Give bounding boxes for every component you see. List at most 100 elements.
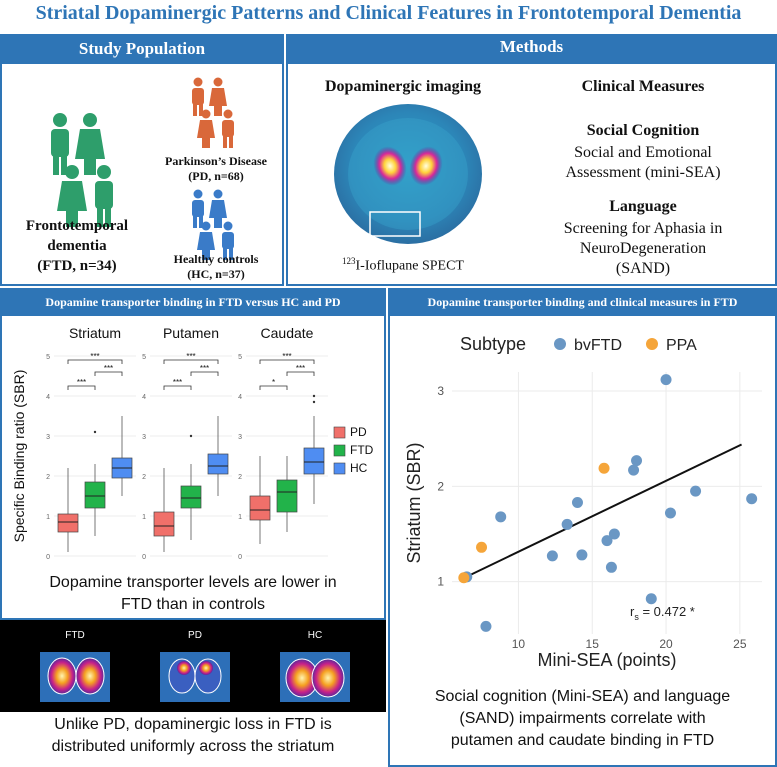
sig-label: *** (173, 378, 182, 387)
scatter-legend-title: Subtype (460, 334, 526, 354)
legend-swatch-hc (333, 462, 346, 475)
ftd-label-2: dementia (47, 238, 107, 254)
y-tick-label: 2 (437, 479, 444, 493)
scatter-point-bvftd (571, 497, 583, 509)
y-tick-label: 4 (46, 394, 50, 401)
ftd-people-icon (51, 113, 113, 227)
box-hc (303, 447, 325, 475)
y-tick-label: 2 (238, 474, 242, 481)
strip-spect-images (40, 652, 350, 702)
y-tick-label: 0 (46, 554, 50, 561)
page-title: Striatal Dopaminergic Patterns and Clini… (35, 2, 742, 24)
scatter-point-bvftd (576, 549, 588, 561)
spect-text: I-Ioflupane SPECT (355, 258, 464, 274)
methods-panel: Dopaminergic imaging 123I-Ioflupane SPEC… (286, 62, 777, 286)
sig-label: * (272, 378, 275, 387)
scatter-point-bvftd (605, 561, 617, 573)
legend-label-pd: PD (350, 425, 367, 439)
study-population-header: Study Population (0, 34, 284, 64)
sig-label: *** (186, 352, 195, 361)
boxplot-chart: Specific Binding ratio (SBR) Striatum 0 1 2 3… (11, 325, 374, 561)
sig-label: *** (104, 364, 113, 373)
outlier-point (312, 394, 316, 398)
legend-swatch-pd (333, 426, 346, 439)
sig-label: *** (77, 378, 86, 387)
box-ftd (84, 481, 106, 509)
sig-label: *** (200, 364, 209, 373)
left-caption-2: FTD than in controls (120, 596, 266, 613)
spect-comparison-strip: FTD PD HC (0, 620, 386, 712)
right-panel-header: Dopamine transporter binding and clinica… (388, 288, 777, 316)
scatter-ylabel: Striatum (SBR) (404, 442, 424, 563)
sig-bracket (67, 359, 123, 364)
spect-brain-image (334, 104, 482, 244)
ftd-label-3: (FTD, n=34) (37, 258, 117, 274)
outlier-point (189, 434, 193, 438)
sig-bracket (259, 359, 315, 364)
language-line-3: (SAND) (615, 260, 671, 277)
scatter-point-bvftd (645, 593, 657, 605)
legend-label-bvftd: bvFTD (574, 337, 622, 354)
box-pd (153, 511, 175, 537)
strip-label-ftd: FTD (65, 630, 85, 641)
social-cognition-title: Social Cognition (586, 122, 700, 139)
study-population-panel: Parkinson’s Disease (PD, n=68) Healthy c… (0, 62, 284, 286)
legend-label-ftd: FTD (350, 443, 374, 457)
left-panel: Specific Binding ratio (SBR) Striatum 0 1 2 3… (0, 314, 386, 620)
outlier-point (93, 430, 97, 434)
right-panel: Subtype bvFTD PPA 10 15 20 25 1 2 3 Mini-SEA (poin… (388, 314, 777, 767)
sig-bracket (286, 371, 315, 376)
right-caption-1: Social cognition (Mini-SEA) and language (434, 688, 731, 705)
y-tick-label: 0 (142, 554, 146, 561)
box-ftd (180, 485, 202, 509)
scatter-point-ppa (598, 462, 610, 474)
box-ftd (276, 479, 298, 513)
y-tick-label: 1 (238, 514, 242, 521)
sig-bracket (259, 385, 288, 390)
legend-label-hc: HC (350, 461, 368, 475)
y-tick-label: 1 (437, 575, 444, 589)
y-tick-label: 3 (437, 384, 444, 398)
language-line-2: NeuroDegeneration (579, 240, 707, 257)
social-line-1: Social and Emotional (574, 144, 712, 161)
y-tick-label: 4 (238, 394, 242, 401)
strip-image-ftd (40, 652, 110, 702)
y-tick-label: 2 (142, 474, 146, 481)
box-pd (57, 513, 79, 533)
scatter-point-bvftd (608, 528, 620, 540)
scatter-point-bvftd (495, 511, 507, 523)
x-tick-label: 10 (512, 637, 526, 651)
x-tick-label: 15 (586, 637, 600, 651)
y-tick-label: 0 (238, 554, 242, 561)
hc-label-1: Healthy controls (173, 252, 259, 266)
y-tick-label: 3 (142, 434, 146, 441)
legend-dot-bvftd (554, 338, 566, 350)
scatter-point-ppa (476, 541, 488, 553)
facet-title-putamen: Putamen (163, 325, 219, 341)
boxplot-ylabel: Specific Binding ratio (SBR) (11, 370, 27, 543)
methods-header: Methods (286, 34, 777, 64)
left-panel-header: Dopamine transporter binding in FTD vers… (0, 288, 386, 316)
legend-label-ppa: PPA (666, 337, 697, 354)
social-line-2: Assessment (mini-SEA) (565, 164, 721, 181)
box-hc (207, 453, 229, 475)
sig-label: *** (296, 364, 305, 373)
scatter-point-bvftd (561, 518, 573, 530)
x-tick-label: 25 (733, 637, 747, 651)
sig-bracket (67, 385, 96, 390)
y-tick-label: 5 (142, 354, 146, 361)
y-tick-label: 1 (142, 514, 146, 521)
pd-people-icon (192, 77, 234, 148)
facet-title-striatum: Striatum (69, 325, 121, 341)
imaging-title: Dopaminergic imaging (325, 78, 481, 95)
facet-title-caudate: Caudate (261, 325, 314, 341)
x-tick-label: 20 (659, 637, 673, 651)
scatter-chart: Subtype bvFTD PPA 10 15 20 25 1 2 3 Mini-SEA (poin… (404, 334, 762, 670)
y-tick-label: 2 (46, 474, 50, 481)
scatter-point-bvftd (690, 485, 702, 497)
box-pd (249, 495, 271, 521)
scatter-point-bvftd (546, 550, 558, 562)
right-caption-2: (SAND) impairments correlate with (459, 710, 706, 727)
y-tick-label: 4 (142, 394, 146, 401)
legend-dot-ppa (646, 338, 658, 350)
